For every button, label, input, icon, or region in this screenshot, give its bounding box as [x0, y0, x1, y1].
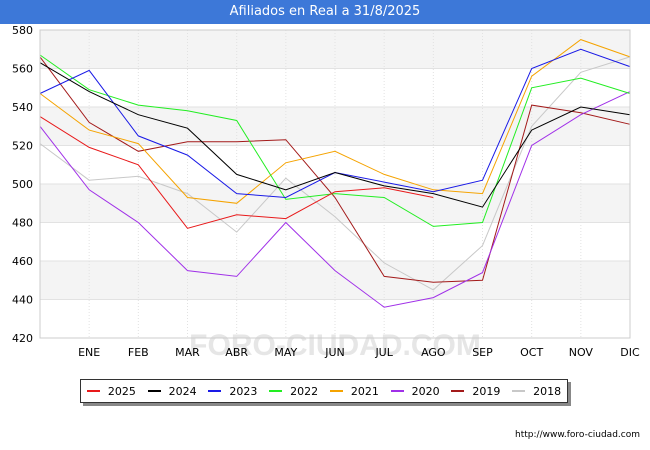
- legend-swatch: [208, 390, 222, 392]
- series-line-2020: [39, 91, 631, 308]
- y-tick-label: 560: [12, 63, 33, 76]
- x-tick-label: NOV: [569, 346, 594, 359]
- grid-band: [40, 261, 630, 300]
- y-tick-label: 540: [12, 101, 33, 114]
- legend-item-2020: 2020: [390, 384, 440, 398]
- legend-item-2024: 2024: [147, 384, 197, 398]
- x-tick-label: ENE: [78, 346, 100, 359]
- series-line-2024: [39, 62, 631, 208]
- legend-item-2023: 2023: [208, 385, 257, 398]
- x-tick-label: FEB: [128, 346, 149, 359]
- grid-band: [40, 30, 630, 69]
- x-tick-label: ABR: [225, 346, 248, 359]
- legend-label: 2024: [168, 384, 197, 398]
- x-tick-label: OCT: [520, 346, 543, 359]
- y-tick-label: 460: [12, 255, 33, 268]
- y-tick-label: 520: [12, 140, 33, 153]
- watermark: FORO-CIUDAD.COM: [189, 329, 481, 362]
- legend-label: 2023: [229, 384, 258, 398]
- y-tick-label: 480: [12, 217, 33, 230]
- legend-label: 2021: [350, 384, 379, 398]
- legend-item-2025: 2025: [86, 384, 136, 398]
- legend-swatch: [451, 390, 465, 392]
- legend-swatch: [86, 390, 100, 392]
- legend-item-2018: 2018: [512, 385, 561, 398]
- legend-item-2021: 2021: [329, 384, 379, 398]
- x-tick-label: MAR: [175, 346, 200, 359]
- series-line-2018: [39, 56, 631, 291]
- legend: 2025 2024 2023 2022 2021 2020 2019 2018: [80, 379, 568, 403]
- x-tick-label: AGO: [421, 346, 446, 359]
- legend-label: 2018: [533, 384, 562, 398]
- x-tick-label: JUN: [324, 346, 345, 359]
- legend-swatch: [329, 390, 343, 392]
- plot-border: [39, 29, 631, 339]
- y-tick-label: 440: [12, 294, 33, 307]
- source-url[interactable]: http://www.foro-ciudad.com: [515, 430, 640, 440]
- x-tick-label: SEP: [472, 346, 493, 359]
- legend-label: 2019: [472, 384, 501, 398]
- chart-title: Afiliados en Real a 31/8/2025: [0, 0, 650, 24]
- x-tick-label: DIC: [620, 346, 640, 359]
- legend-label: 2022: [290, 384, 319, 398]
- series-line-2025: [39, 116, 434, 229]
- series-line-2022: [39, 54, 631, 227]
- legend-label: 2020: [411, 384, 440, 398]
- legend-item-2019: 2019: [451, 385, 500, 398]
- legend-swatch: [269, 390, 283, 392]
- x-tick-label: JUL: [374, 346, 393, 359]
- legend-swatch: [147, 390, 161, 392]
- series-line-2019: [39, 56, 631, 283]
- series-line-2021: [39, 39, 631, 204]
- y-tick-label: 580: [12, 24, 33, 37]
- legend-label: 2025: [107, 384, 136, 398]
- legend-swatch: [512, 390, 526, 392]
- legend-swatch: [390, 390, 404, 392]
- y-tick-label: 500: [12, 178, 33, 191]
- legend-item-2022: 2022: [269, 385, 318, 398]
- x-tick-label: MAY: [274, 346, 297, 359]
- y-tick-label: 420: [12, 332, 33, 345]
